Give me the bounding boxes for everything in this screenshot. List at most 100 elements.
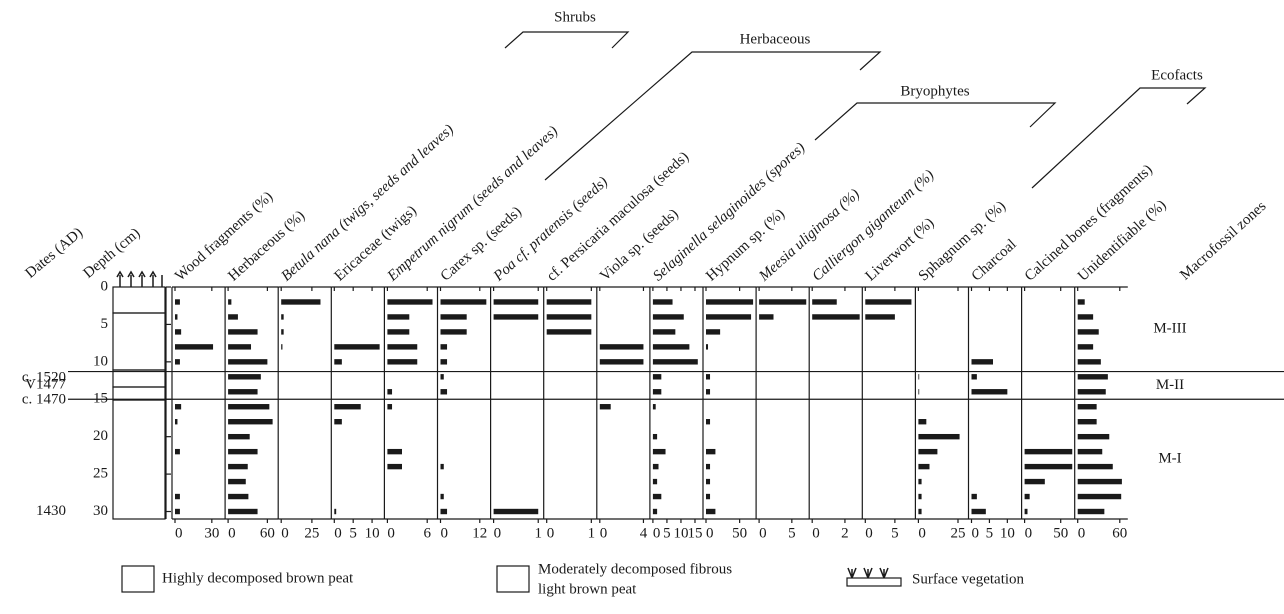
x-tick-label: 0: [175, 525, 183, 541]
x-tick-label: 0: [1078, 525, 1086, 541]
bar: [653, 389, 661, 394]
x-tick-label: 4: [640, 525, 648, 541]
bar: [706, 329, 720, 334]
bar: [387, 359, 417, 364]
x-tick-label: 50: [732, 525, 747, 541]
bar: [387, 299, 432, 304]
zone-label: M-I: [1158, 451, 1181, 467]
group-bracket: [815, 103, 1055, 140]
bar: [1078, 299, 1085, 304]
bar: [1078, 389, 1106, 394]
bar: [653, 464, 659, 469]
bar: [228, 509, 257, 514]
bar: [228, 419, 273, 424]
bar: [228, 479, 246, 484]
x-tick-label: 50: [1053, 525, 1068, 541]
bar: [918, 479, 921, 484]
bar: [918, 509, 921, 514]
bar: [600, 404, 611, 409]
bar: [653, 449, 666, 454]
bar: [706, 314, 751, 319]
group-label: Herbaceous: [740, 31, 811, 47]
bar: [228, 359, 267, 364]
bar: [387, 464, 402, 469]
bar: [706, 464, 710, 469]
x-tick-label: 5: [788, 525, 796, 541]
bar: [1078, 494, 1121, 499]
zone-label: M-III: [1153, 321, 1186, 337]
x-tick-label: 0: [706, 525, 714, 541]
x-tick-label: 5: [349, 525, 357, 541]
bar: [547, 329, 592, 334]
bar: [175, 404, 181, 409]
zone-label: M-II: [1156, 377, 1184, 393]
bar: [441, 389, 448, 394]
bar: [175, 494, 180, 499]
bar: [228, 314, 238, 319]
x-tick-label: 5: [986, 525, 994, 541]
bar: [759, 299, 806, 304]
x-tick-label: 0: [1025, 525, 1033, 541]
bar: [706, 374, 710, 379]
bar: [387, 449, 402, 454]
bar: [1025, 494, 1030, 499]
bar: [387, 329, 409, 334]
bar: [653, 404, 656, 409]
x-tick-label: 12: [472, 525, 487, 541]
bar: [865, 299, 911, 304]
bar: [494, 509, 539, 514]
bar: [1025, 464, 1073, 469]
bar: [918, 389, 919, 394]
x-tick-label: 5: [891, 525, 899, 541]
y-tick-label: 25: [93, 466, 108, 482]
x-tick-label: 0: [387, 525, 395, 541]
x-tick-label: 0: [334, 525, 342, 541]
bar: [918, 434, 959, 439]
x-tick-label: 0: [812, 525, 820, 541]
panel-title: Unidentifiable (%): [1075, 197, 1170, 284]
y-tick-label: 0: [101, 278, 109, 294]
bar: [441, 344, 448, 349]
group-label: Ecofacts: [1151, 67, 1203, 83]
dates-title: Dates (AD): [22, 225, 86, 282]
bar: [653, 344, 689, 349]
bar: [653, 329, 675, 334]
bar: [228, 404, 269, 409]
x-tick-label: 0: [865, 525, 873, 541]
bar: [441, 374, 444, 379]
bar: [175, 359, 180, 364]
x-tick-label: 0: [228, 525, 236, 541]
y-tick-label: 30: [93, 503, 108, 519]
bar: [972, 359, 994, 364]
x-tick-label: 25: [950, 525, 965, 541]
group-bracket: [1032, 88, 1205, 188]
bar: [865, 314, 895, 319]
bar: [1078, 359, 1101, 364]
group-bracket: [505, 32, 628, 48]
bar: [653, 509, 657, 514]
bar: [706, 389, 710, 394]
lithology: [113, 272, 165, 519]
group-label: Bryophytes: [900, 83, 969, 99]
bar: [918, 374, 919, 379]
page: {"chart_data": { "type": "stratigraphic"…: [0, 0, 1284, 614]
bar: [706, 299, 753, 304]
y-tick-label: 20: [93, 428, 108, 444]
bar: [1078, 314, 1093, 319]
date-label: V1477: [25, 376, 66, 392]
x-tick-label: 60: [260, 525, 275, 541]
bar: [334, 404, 360, 409]
bar: [387, 389, 392, 394]
x-tick-label: 15: [687, 525, 702, 541]
bar: [918, 464, 929, 469]
bar: [334, 509, 336, 514]
bar: [653, 434, 657, 439]
bar: [175, 299, 180, 304]
bar: [1025, 509, 1028, 514]
bar: [972, 374, 977, 379]
panel-title: Meesia uliginosa (%): [756, 186, 863, 285]
chart: Dates (AD) Depth (cm) Macrofossil zones …: [0, 0, 1284, 614]
x-tick-label: 1: [588, 525, 596, 541]
x-tick-label: 0: [600, 525, 608, 541]
bar: [918, 419, 926, 424]
